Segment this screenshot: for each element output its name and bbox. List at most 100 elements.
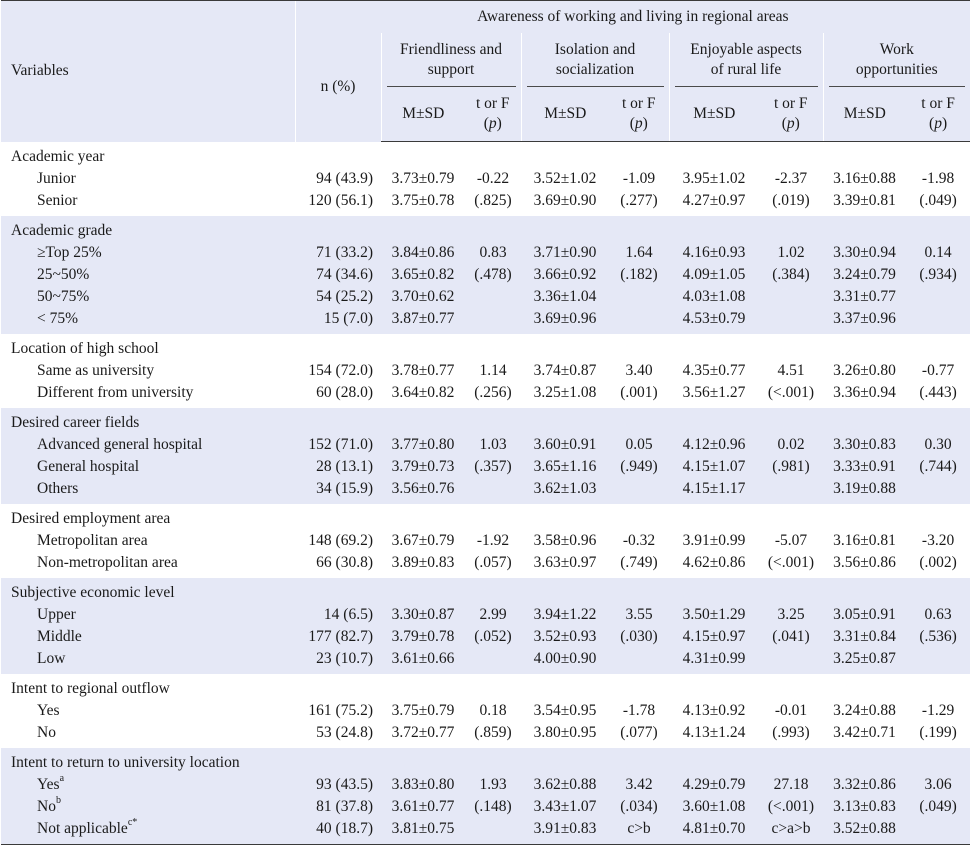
- stat-value: 1.02: [777, 244, 805, 261]
- msd-value: 3.65±1.16: [533, 458, 597, 475]
- stat-cell: 0.63 (.536): [906, 578, 971, 674]
- msd-value: 3.50±1.29: [682, 606, 746, 623]
- n-pct-value: 177 (82.7): [308, 628, 373, 645]
- msd-value: 4.53±0.79: [682, 310, 746, 327]
- msd-cell: 3.84±0.86 3.65±0.82 3.70±0.62 3.87±0.77: [381, 216, 465, 334]
- msd-value: 3.24±0.79: [833, 266, 896, 283]
- msd-value: 3.19±0.88: [833, 480, 896, 497]
- n-pct-value: 54 (25.2): [316, 288, 373, 305]
- stat-value: -1.92: [476, 532, 510, 549]
- msd-value: 4.35±0.77: [682, 362, 746, 379]
- category-label: Upper: [11, 604, 294, 626]
- msd-header: M±SD: [668, 87, 759, 142]
- group-title: Intent to regional outflow: [11, 680, 170, 697]
- stat-value: 1.14: [479, 362, 507, 379]
- category-label: Same as university: [11, 360, 294, 382]
- stat-cell: -0.77 (.443): [906, 334, 970, 408]
- msd-cell: 3.30±0.87 3.79±0.78 3.61±0.66: [381, 578, 465, 674]
- stat-value: (.744): [919, 458, 957, 475]
- stat-cell: 1.14 (.256): [465, 334, 521, 408]
- category-text: Middle: [37, 628, 82, 645]
- stat-value: 3.55: [625, 606, 653, 623]
- stat-value: (.019): [772, 192, 810, 209]
- stat-cell: 3.06 (.049): [906, 748, 971, 845]
- msd-value: 3.56±0.86: [833, 554, 896, 571]
- msd-cell: 4.35±0.77 3.56±1.27: [669, 334, 759, 408]
- msd-value: 3.05±0.91: [833, 606, 896, 623]
- msd-value: 3.52±0.93: [533, 628, 597, 645]
- msd-cell: 3.50±1.29 4.15±0.97 4.31±0.99: [669, 578, 759, 674]
- msd-cell: 3.32±0.86 3.13±0.83 3.52±0.88: [823, 748, 906, 845]
- msd-value: 3.69±0.96: [533, 310, 597, 327]
- stat-value: -1.98: [921, 170, 955, 187]
- stat-value: -1.29: [921, 702, 955, 719]
- group-title: Academic year: [11, 147, 105, 165]
- table-row: Desired career fields Advanced general ho…: [1, 408, 971, 504]
- msd-header: M±SD: [380, 87, 465, 142]
- msd-value: 4.13±1.24: [682, 724, 746, 741]
- msd-cell: 4.13±0.92 4.13±1.24: [669, 674, 759, 748]
- msd-value: 3.39±0.81: [833, 192, 896, 209]
- stat-value: (.536): [919, 628, 957, 645]
- stat-value: (<.001): [767, 554, 815, 571]
- n-pct-cell: 93 (43.5) 81 (37.8) 40 (18.7): [295, 748, 381, 845]
- n-pct-value: 14 (6.5): [323, 606, 373, 623]
- stat-value: (.749): [620, 554, 658, 571]
- msd-value: 3.54±0.95: [533, 702, 597, 719]
- msd-cell: 3.54±0.95 3.80±0.95: [521, 674, 609, 748]
- msd-value: 3.95±1.02: [682, 170, 746, 187]
- category-label: Different from university: [11, 382, 294, 404]
- msd-value: 3.71±0.90: [533, 244, 597, 261]
- msd-cell: 3.83±0.80 3.61±0.77 3.81±0.75: [381, 748, 465, 845]
- category-label: Advanced general hospital: [11, 434, 294, 456]
- stat-value: (.034): [620, 798, 658, 815]
- table-row: Academic year Junior Senior 94 (43.9) 120 (…: [1, 142, 970, 217]
- group-title: Academic grade: [11, 222, 113, 239]
- msd-value: 3.52±0.88: [833, 820, 896, 837]
- msd-value: 3.80±0.95: [533, 724, 597, 741]
- msd-cell: 3.60±0.91 3.65±1.16 3.62±1.03: [521, 408, 609, 504]
- msd-cell: 4.12±0.96 4.15±1.07 4.15±1.17: [669, 408, 759, 504]
- category-label: Yes: [11, 700, 294, 722]
- n-pct-cell: 148 (69.2) 66 (30.8): [295, 504, 381, 578]
- msd-cell: 3.95±1.02 4.27±0.97: [669, 142, 759, 217]
- msd-cell: 3.67±0.79 3.89±0.83: [381, 504, 465, 578]
- test-stat-label: t or F: [475, 95, 510, 112]
- msd-value: 3.91±0.83: [533, 820, 597, 837]
- category-text: Junior: [37, 169, 76, 187]
- category-text: Yes: [37, 776, 60, 793]
- awareness-group-header: Awareness of working and living in regio…: [294, 0, 971, 33]
- category-label: Metropolitan area: [11, 530, 294, 552]
- msd-value: 3.30±0.94: [833, 244, 896, 261]
- category-label: Not applicablec*: [11, 817, 294, 840]
- stat-value: [466, 818, 520, 840]
- msd-value: 3.32±0.86: [833, 776, 896, 793]
- msd-value: 4.81±0.70: [682, 820, 746, 837]
- msd-cell: 3.30±0.94 3.24±0.79 3.31±0.77 3.37±0.96: [823, 216, 906, 334]
- stat-value: (.384): [772, 266, 810, 283]
- stat-value: -0.77: [921, 362, 955, 379]
- msd-value: 4.16±0.93: [682, 244, 746, 261]
- stat-value: 27.18: [773, 776, 809, 793]
- variables-header: Variables: [1, 0, 295, 142]
- stat-value: (.001): [620, 384, 658, 401]
- msd-cell: 4.29±0.79 3.60±1.08 4.81±0.70: [669, 748, 759, 845]
- msd-value: 4.62±0.86: [682, 554, 746, 571]
- msd-value: 4.27±0.97: [682, 192, 746, 209]
- stat-cell: 3.25 (.041): [759, 578, 823, 674]
- group-title: Desired employment area: [11, 510, 171, 527]
- category-text: Metropolitan area: [37, 532, 148, 549]
- category-text: Low: [37, 650, 66, 667]
- p-value-label: (p): [483, 115, 502, 132]
- table-header: Variables Awareness of working and livin…: [1, 0, 971, 142]
- category-label: 50~75%: [11, 286, 294, 308]
- footnote-marker: b: [55, 794, 61, 806]
- category-label: 25~50%: [11, 264, 294, 286]
- msd-value: 3.36±0.94: [833, 384, 896, 401]
- stat-value: (.993): [772, 724, 810, 741]
- stat-value: [760, 478, 822, 500]
- table-row: Intent to return to university location Y…: [1, 748, 971, 845]
- msd-cell: 3.74±0.87 3.25±1.08: [521, 334, 609, 408]
- msd-value: 3.81±0.75: [391, 820, 455, 837]
- stat-cell: -1.09 (.277): [609, 142, 669, 217]
